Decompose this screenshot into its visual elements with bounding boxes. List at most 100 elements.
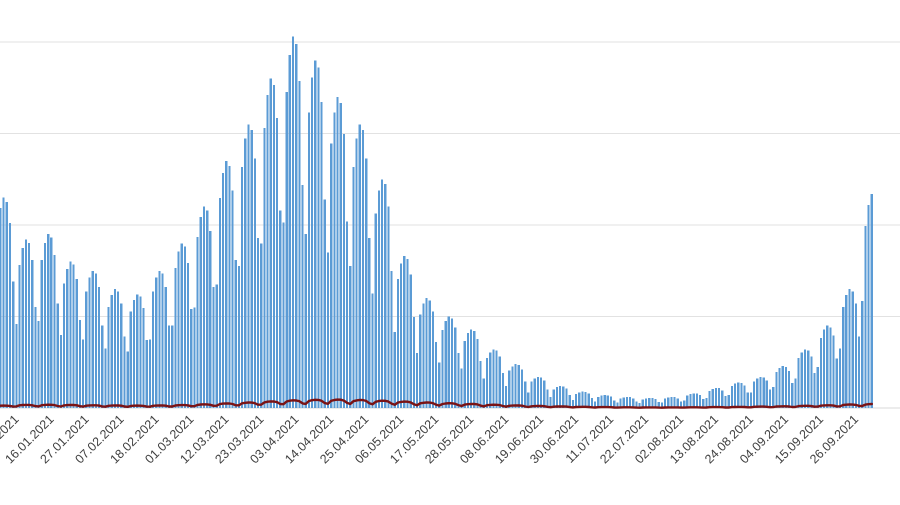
case-bar[interactable]: [231, 190, 234, 408]
case-bar[interactable]: [142, 308, 145, 408]
case-bar[interactable]: [145, 339, 148, 408]
case-bar[interactable]: [339, 103, 342, 409]
case-bar[interactable]: [387, 206, 390, 408]
case-bar[interactable]: [272, 85, 276, 408]
case-bar[interactable]: [826, 325, 829, 408]
case-bar[interactable]: [228, 165, 231, 408]
case-bar[interactable]: [673, 397, 676, 408]
case-bar[interactable]: [756, 378, 759, 408]
case-bar[interactable]: [609, 396, 613, 408]
case-bar[interactable]: [310, 77, 314, 408]
case-bar[interactable]: [616, 402, 619, 408]
case-bar[interactable]: [349, 266, 352, 408]
case-bar[interactable]: [816, 366, 819, 408]
case-bar[interactable]: [438, 362, 441, 408]
case-bar[interactable]: [183, 246, 186, 408]
case-bar[interactable]: [867, 204, 870, 408]
case-bar[interactable]: [304, 234, 307, 408]
case-bar[interactable]: [555, 387, 559, 408]
case-bar[interactable]: [352, 166, 355, 408]
case-bar[interactable]: [517, 365, 520, 409]
case-bar[interactable]: [393, 332, 396, 409]
case-bar[interactable]: [403, 256, 406, 408]
case-bar[interactable]: [759, 376, 762, 408]
case-bar[interactable]: [822, 329, 826, 408]
case-bar[interactable]: [772, 386, 775, 408]
case-bar[interactable]: [861, 300, 864, 408]
case-bar[interactable]: [543, 380, 546, 408]
case-bar[interactable]: [62, 283, 66, 408]
case-bar[interactable]: [18, 264, 21, 408]
case-bar[interactable]: [419, 314, 422, 408]
case-bar[interactable]: [199, 216, 202, 408]
case-bar[interactable]: [72, 264, 75, 408]
case-bar[interactable]: [743, 385, 746, 408]
case-bar[interactable]: [600, 395, 603, 408]
case-bar[interactable]: [702, 399, 705, 408]
case-bar[interactable]: [298, 81, 301, 408]
case-bar[interactable]: [260, 243, 263, 408]
case-bar[interactable]: [120, 303, 123, 408]
case-bar[interactable]: [263, 128, 266, 408]
case-bar[interactable]: [94, 273, 97, 409]
case-bar[interactable]: [784, 366, 788, 408]
case-bar[interactable]: [740, 382, 743, 408]
case-bar[interactable]: [775, 372, 778, 408]
case-bar[interactable]: [727, 395, 730, 408]
case-bar[interactable]: [136, 294, 139, 408]
case-bar[interactable]: [447, 316, 450, 409]
case-bar[interactable]: [161, 273, 164, 409]
case-bar[interactable]: [406, 259, 409, 408]
case-bar[interactable]: [409, 274, 412, 408]
case-bar[interactable]: [781, 365, 784, 408]
case-bar[interactable]: [151, 291, 155, 408]
case-bar[interactable]: [202, 206, 206, 408]
case-bar[interactable]: [644, 398, 648, 408]
case-bar[interactable]: [425, 298, 428, 408]
case-bar[interactable]: [768, 389, 772, 408]
case-bar[interactable]: [374, 213, 377, 408]
case-bar[interactable]: [651, 398, 654, 408]
case-bar[interactable]: [295, 44, 298, 408]
case-bar[interactable]: [848, 289, 851, 408]
case-bar[interactable]: [718, 388, 721, 408]
case-bar[interactable]: [578, 392, 581, 408]
case-bar[interactable]: [422, 303, 425, 408]
case-bar[interactable]: [174, 268, 177, 408]
case-bar[interactable]: [384, 183, 387, 408]
case-bar[interactable]: [635, 401, 638, 408]
case-bar[interactable]: [695, 393, 698, 408]
case-bar[interactable]: [24, 239, 27, 408]
case-bar[interactable]: [679, 401, 683, 408]
case-bar[interactable]: [654, 399, 657, 408]
case-bar[interactable]: [454, 327, 457, 408]
case-bar[interactable]: [504, 386, 508, 408]
deaths-line[interactable]: [0, 398, 873, 409]
case-bar[interactable]: [110, 295, 113, 408]
case-bar[interactable]: [180, 243, 183, 408]
case-bar[interactable]: [282, 222, 285, 408]
case-bar[interactable]: [415, 353, 419, 408]
case-bar[interactable]: [291, 36, 295, 408]
case-bar[interactable]: [31, 259, 34, 408]
case-bar[interactable]: [641, 399, 644, 408]
case-bar[interactable]: [66, 268, 69, 408]
case-bar[interactable]: [27, 242, 31, 408]
case-bar[interactable]: [762, 377, 765, 408]
case-bar[interactable]: [552, 389, 555, 408]
case-bar[interactable]: [819, 337, 822, 408]
case-bar[interactable]: [508, 370, 511, 408]
case-bar[interactable]: [835, 358, 838, 408]
case-bar[interactable]: [460, 368, 463, 408]
case-bar[interactable]: [711, 388, 714, 408]
case-bar[interactable]: [276, 118, 279, 408]
case-bar[interactable]: [190, 309, 193, 408]
case-bar[interactable]: [648, 397, 651, 408]
case-bar[interactable]: [390, 270, 393, 408]
case-bar[interactable]: [536, 376, 539, 408]
case-bar[interactable]: [139, 296, 142, 408]
case-bar[interactable]: [250, 130, 253, 408]
case-bar[interactable]: [603, 395, 606, 408]
case-bar[interactable]: [638, 402, 641, 408]
case-bar[interactable]: [361, 130, 365, 408]
